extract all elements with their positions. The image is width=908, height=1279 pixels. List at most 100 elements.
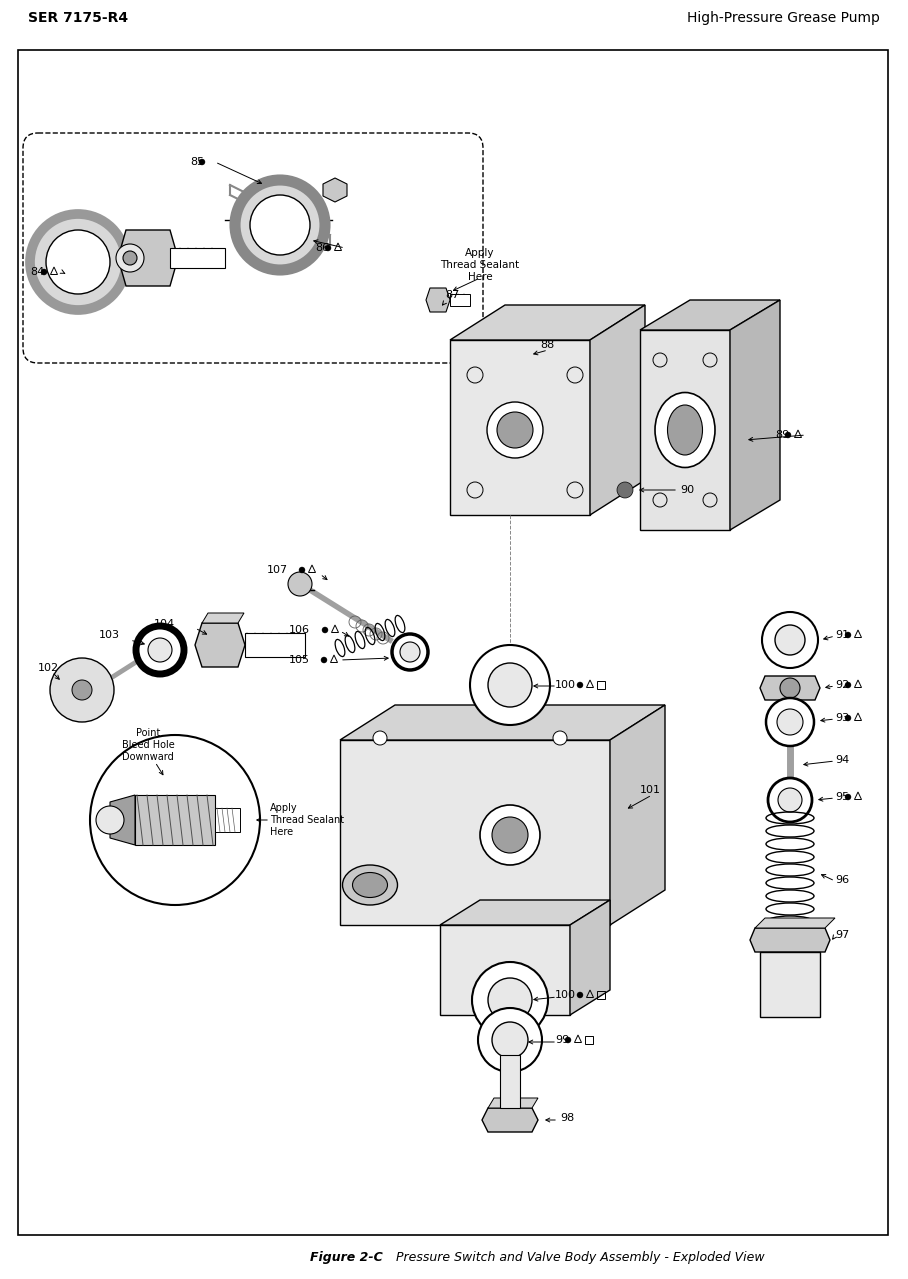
Circle shape bbox=[553, 732, 567, 744]
Text: 85: 85 bbox=[190, 157, 204, 168]
Circle shape bbox=[322, 627, 328, 633]
Text: SER 7175-R4: SER 7175-R4 bbox=[28, 12, 128, 26]
Circle shape bbox=[235, 180, 325, 270]
Ellipse shape bbox=[352, 872, 388, 898]
Circle shape bbox=[72, 680, 92, 700]
Text: 100: 100 bbox=[555, 990, 576, 1000]
Circle shape bbox=[136, 625, 184, 674]
Circle shape bbox=[41, 269, 47, 275]
Bar bbox=[450, 294, 470, 306]
Circle shape bbox=[766, 698, 814, 746]
Polygon shape bbox=[110, 796, 135, 845]
Text: 86: 86 bbox=[315, 243, 329, 253]
Circle shape bbox=[487, 402, 543, 458]
Polygon shape bbox=[323, 178, 347, 202]
Bar bbox=[500, 1055, 520, 1108]
Text: 92: 92 bbox=[835, 680, 849, 689]
Circle shape bbox=[785, 432, 791, 437]
Circle shape bbox=[373, 732, 387, 744]
Text: 102: 102 bbox=[38, 663, 59, 673]
Text: Apply
Thread Sealant
Here: Apply Thread Sealant Here bbox=[270, 803, 344, 836]
Polygon shape bbox=[426, 288, 450, 312]
Circle shape bbox=[488, 663, 532, 707]
Text: 106: 106 bbox=[289, 625, 310, 634]
Polygon shape bbox=[450, 304, 645, 340]
Polygon shape bbox=[195, 623, 245, 668]
Circle shape bbox=[492, 1022, 528, 1058]
Text: High-Pressure Grease Pump: High-Pressure Grease Pump bbox=[687, 12, 880, 26]
Text: 89: 89 bbox=[775, 430, 789, 440]
Text: 99: 99 bbox=[555, 1035, 569, 1045]
Bar bbox=[597, 680, 605, 689]
Circle shape bbox=[470, 645, 550, 725]
Text: 104: 104 bbox=[153, 619, 175, 629]
Circle shape bbox=[845, 715, 851, 721]
Polygon shape bbox=[760, 677, 820, 700]
Circle shape bbox=[497, 412, 533, 448]
Text: 100: 100 bbox=[555, 680, 576, 689]
Circle shape bbox=[778, 788, 802, 812]
Polygon shape bbox=[450, 340, 590, 515]
Polygon shape bbox=[750, 929, 830, 952]
Text: 97: 97 bbox=[835, 930, 849, 940]
Text: 94: 94 bbox=[835, 755, 849, 765]
Circle shape bbox=[762, 611, 818, 668]
Circle shape bbox=[577, 682, 583, 688]
Text: Figure 2-C: Figure 2-C bbox=[310, 1251, 383, 1265]
Ellipse shape bbox=[342, 865, 398, 906]
Polygon shape bbox=[610, 705, 665, 925]
Polygon shape bbox=[340, 705, 665, 741]
Polygon shape bbox=[730, 301, 780, 530]
Text: 98: 98 bbox=[560, 1113, 574, 1123]
Circle shape bbox=[780, 678, 800, 698]
Circle shape bbox=[565, 1037, 571, 1042]
Text: 95: 95 bbox=[835, 792, 849, 802]
Circle shape bbox=[199, 159, 205, 165]
Bar bbox=[135, 796, 215, 845]
Bar bbox=[245, 633, 305, 657]
Circle shape bbox=[400, 642, 420, 663]
Polygon shape bbox=[118, 230, 178, 286]
Circle shape bbox=[321, 657, 327, 663]
Circle shape bbox=[46, 230, 110, 294]
Text: Pressure Switch and Valve Body Assembly - Exploded View: Pressure Switch and Valve Body Assembly … bbox=[384, 1251, 765, 1265]
Text: 105: 105 bbox=[289, 655, 310, 665]
Polygon shape bbox=[640, 301, 780, 330]
Circle shape bbox=[116, 244, 144, 272]
Circle shape bbox=[478, 1008, 542, 1072]
Circle shape bbox=[123, 251, 137, 265]
Ellipse shape bbox=[667, 405, 703, 455]
Circle shape bbox=[299, 567, 305, 573]
Circle shape bbox=[775, 625, 805, 655]
Circle shape bbox=[492, 817, 528, 853]
Circle shape bbox=[617, 482, 633, 498]
Bar bbox=[597, 991, 605, 999]
Polygon shape bbox=[440, 900, 610, 925]
Polygon shape bbox=[755, 918, 835, 929]
Circle shape bbox=[250, 194, 310, 255]
Text: 91: 91 bbox=[835, 631, 849, 640]
Circle shape bbox=[50, 657, 114, 723]
Bar bbox=[760, 952, 820, 1017]
Text: 93: 93 bbox=[835, 712, 849, 723]
Circle shape bbox=[480, 804, 540, 865]
Text: 103: 103 bbox=[99, 631, 120, 640]
Text: 88: 88 bbox=[540, 340, 554, 350]
Circle shape bbox=[90, 735, 260, 906]
Polygon shape bbox=[440, 925, 570, 1016]
Polygon shape bbox=[202, 613, 244, 623]
Circle shape bbox=[777, 709, 803, 735]
Text: 90: 90 bbox=[680, 485, 694, 495]
Polygon shape bbox=[640, 330, 730, 530]
Text: 107: 107 bbox=[267, 565, 288, 576]
Polygon shape bbox=[340, 741, 610, 925]
Polygon shape bbox=[590, 304, 645, 515]
Circle shape bbox=[488, 978, 532, 1022]
Text: 101: 101 bbox=[640, 785, 661, 796]
Bar bbox=[215, 808, 240, 833]
Text: 96: 96 bbox=[835, 875, 849, 885]
Circle shape bbox=[325, 246, 331, 251]
Circle shape bbox=[30, 214, 126, 310]
Circle shape bbox=[148, 638, 172, 663]
Polygon shape bbox=[570, 900, 610, 1016]
